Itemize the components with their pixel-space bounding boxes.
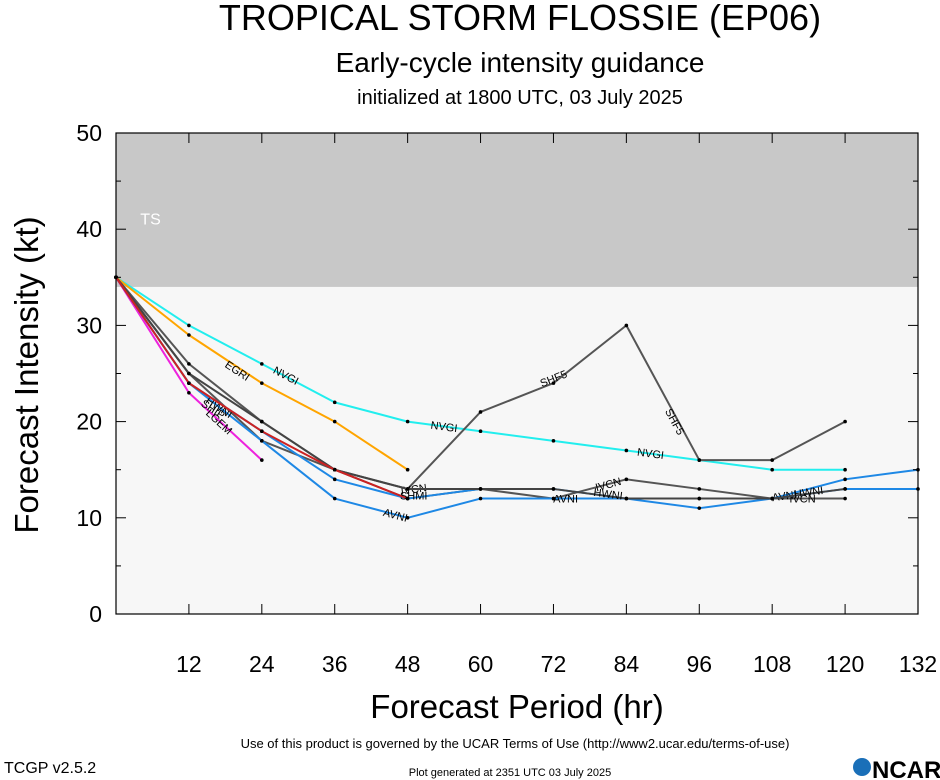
data-point-nvgi [624, 448, 629, 453]
data-point-nvgi [405, 419, 410, 424]
x-tick-label: 72 [541, 651, 567, 677]
ts-band [116, 133, 918, 287]
x-axis-label: Forecast Period (hr) [370, 688, 663, 725]
data-point-avni [551, 496, 556, 501]
data-point-egri [260, 381, 264, 385]
data-point-shf5 [551, 381, 556, 385]
y-tick-label: 0 [89, 601, 102, 627]
data-point-hwni [478, 487, 483, 491]
data-point-shf5 [843, 419, 847, 424]
terms-of-use-text: Use of this product is governed by the U… [241, 736, 790, 751]
x-tick-label: 96 [686, 651, 712, 677]
data-point-shmi [332, 467, 337, 472]
y-tick-label: 50 [76, 120, 102, 146]
data-point-shf5 [187, 362, 191, 366]
data-point-shmi [260, 429, 264, 434]
data-point-nvgi [332, 400, 337, 405]
x-tick-label: 48 [395, 651, 421, 677]
data-point-shf5 [478, 410, 483, 414]
data-point-shf5 [770, 458, 774, 462]
y-tick-label: 30 [76, 312, 102, 338]
series-label-nvgi: NVGI [430, 420, 458, 435]
x-tick-label: 60 [468, 651, 494, 677]
data-point-ivcn [697, 487, 702, 491]
series-label-avni: AVNI [553, 494, 578, 506]
data-point-avni [332, 496, 337, 501]
x-tick-label: 12 [176, 651, 202, 677]
data-point-ivcn [843, 496, 847, 501]
data-point-egri [405, 467, 410, 472]
data-point-lgem [260, 458, 264, 462]
x-tick-label: 108 [753, 651, 791, 677]
x-tick-label: 24 [249, 651, 275, 677]
data-point-hwni [551, 487, 556, 491]
series-label-shmi: SHMI [400, 491, 428, 503]
series-label-hwni: HWNI [793, 485, 824, 501]
data-point-hwni [260, 419, 264, 424]
data-point-nvgi [187, 323, 191, 328]
data-point-egri [332, 419, 337, 424]
data-point-hwni [843, 487, 847, 491]
data-point-ivcn [624, 477, 629, 482]
x-tick-label: 36 [322, 651, 348, 677]
data-point-lgem [187, 390, 191, 395]
data-point-shmi [187, 381, 191, 385]
data-point-shmi [405, 496, 410, 501]
chart-title: TROPICAL STORM FLOSSIE (EP06) [219, 0, 821, 38]
data-point-hwni [405, 487, 410, 491]
data-point-avni [405, 516, 410, 520]
plot-generated-text: Plot generated at 2351 UTC 03 July 2025 [409, 767, 611, 779]
data-point-nvgi [551, 439, 556, 443]
data-point-shf5 [697, 458, 702, 462]
data-point-ship [332, 477, 337, 482]
data-point-hwni [624, 496, 629, 501]
data-point-hwni [697, 496, 702, 501]
y-tick-label: 10 [76, 505, 102, 531]
ncar-logo-text: NCAR [872, 757, 940, 780]
y-axis-label: Forecast Intensity (kt) [8, 216, 45, 533]
x-tick-label: 120 [826, 651, 864, 677]
data-point-shf5 [624, 323, 629, 328]
y-tick-label: 20 [76, 409, 102, 435]
x-tick-label: 84 [614, 651, 640, 677]
data-point-hwni [187, 371, 191, 376]
data-point-avni [478, 496, 483, 501]
data-point-nvgi [260, 362, 264, 366]
data-point-nvgi [843, 467, 847, 472]
data-point-nvgi [770, 467, 774, 472]
chart-subtitle: Early-cycle intensity guidance [336, 47, 705, 78]
data-point-hwni [770, 496, 774, 501]
data-point-avni [697, 506, 702, 510]
data-point-ship [843, 477, 847, 482]
series-label-hwni: HWNI [593, 487, 624, 503]
y-tick-label: 40 [76, 216, 102, 242]
data-point-nvgi [478, 429, 483, 434]
version-text: TCGP v2.5.2 [4, 760, 96, 777]
ts-band-label: TS [140, 211, 160, 228]
data-point-egri [187, 333, 191, 337]
series-label-nvgi: NVGI [636, 447, 664, 462]
x-tick-label: 132 [899, 651, 937, 677]
ncar-logo: NCAR [853, 757, 940, 780]
series-label-ivcn: IVCN [789, 494, 815, 506]
data-point-avni [260, 439, 264, 443]
chart-init-time: initialized at 1800 UTC, 03 July 2025 [357, 87, 683, 109]
